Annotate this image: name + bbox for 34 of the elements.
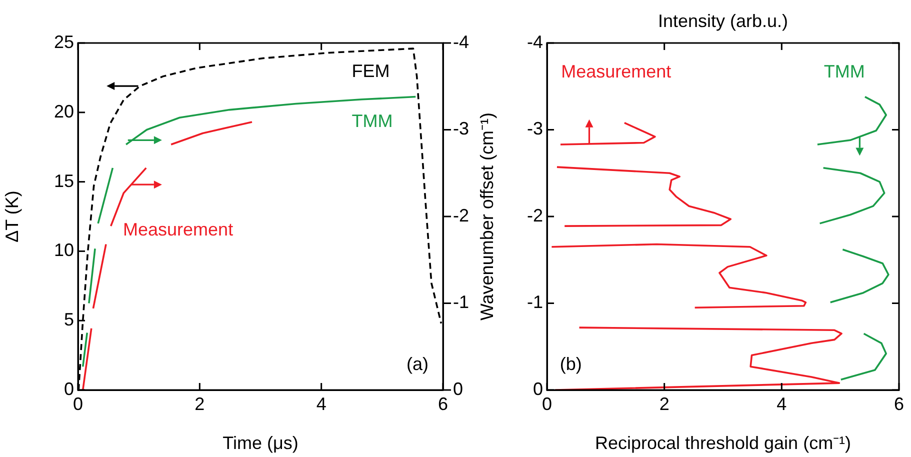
text: Measurement	[561, 61, 672, 82]
y2-tick-label: -2	[453, 205, 470, 226]
annotation: (b)	[560, 354, 582, 374]
y2-tick-label: -1	[453, 292, 470, 312]
y2-tick-label: -3	[453, 118, 470, 139]
series-label: TMM	[824, 61, 865, 82]
y-tick-label: 0	[64, 378, 74, 399]
y2-tick-label: -4	[453, 32, 470, 52]
series-label: TMM	[352, 111, 393, 132]
y-tick-label: 25	[54, 32, 74, 52]
y-tick-label: -3	[526, 118, 543, 139]
x-tick-label: 4	[776, 394, 787, 414]
x-tick-label: 6	[894, 394, 904, 414]
y-tick-label: 5	[64, 310, 74, 330]
x2-axis-title: Intensity (arb.u.)	[658, 10, 788, 31]
x-tick-label: 2	[659, 394, 670, 414]
y-tick-label: 15	[54, 170, 74, 191]
x-tick-label: 6	[438, 394, 448, 414]
x-tick-label: 2	[194, 394, 205, 414]
y-tick-label: -2	[526, 205, 543, 226]
y-axis-title: ΔT (K)	[2, 190, 22, 242]
y-tick-label: 0	[532, 378, 543, 399]
y-tick-label: 20	[54, 101, 74, 122]
y2-tick-label: 0	[453, 378, 464, 399]
x-tick-label: 4	[316, 394, 326, 414]
series-label: FEM	[352, 61, 390, 82]
y-tick-label: -1	[526, 292, 543, 312]
y-axis-title: Wavenumber offset (cm⁻¹)	[476, 112, 497, 321]
annotation: (a)	[406, 354, 428, 374]
x-axis-title: Reciprocal threshold gain (cm⁻¹)	[594, 433, 852, 454]
y-tick-label: -4	[526, 32, 543, 52]
y-tick-label: 10	[54, 240, 74, 260]
series-label: Measurement	[123, 219, 234, 240]
x-axis-title: Time (μs)	[222, 433, 298, 454]
